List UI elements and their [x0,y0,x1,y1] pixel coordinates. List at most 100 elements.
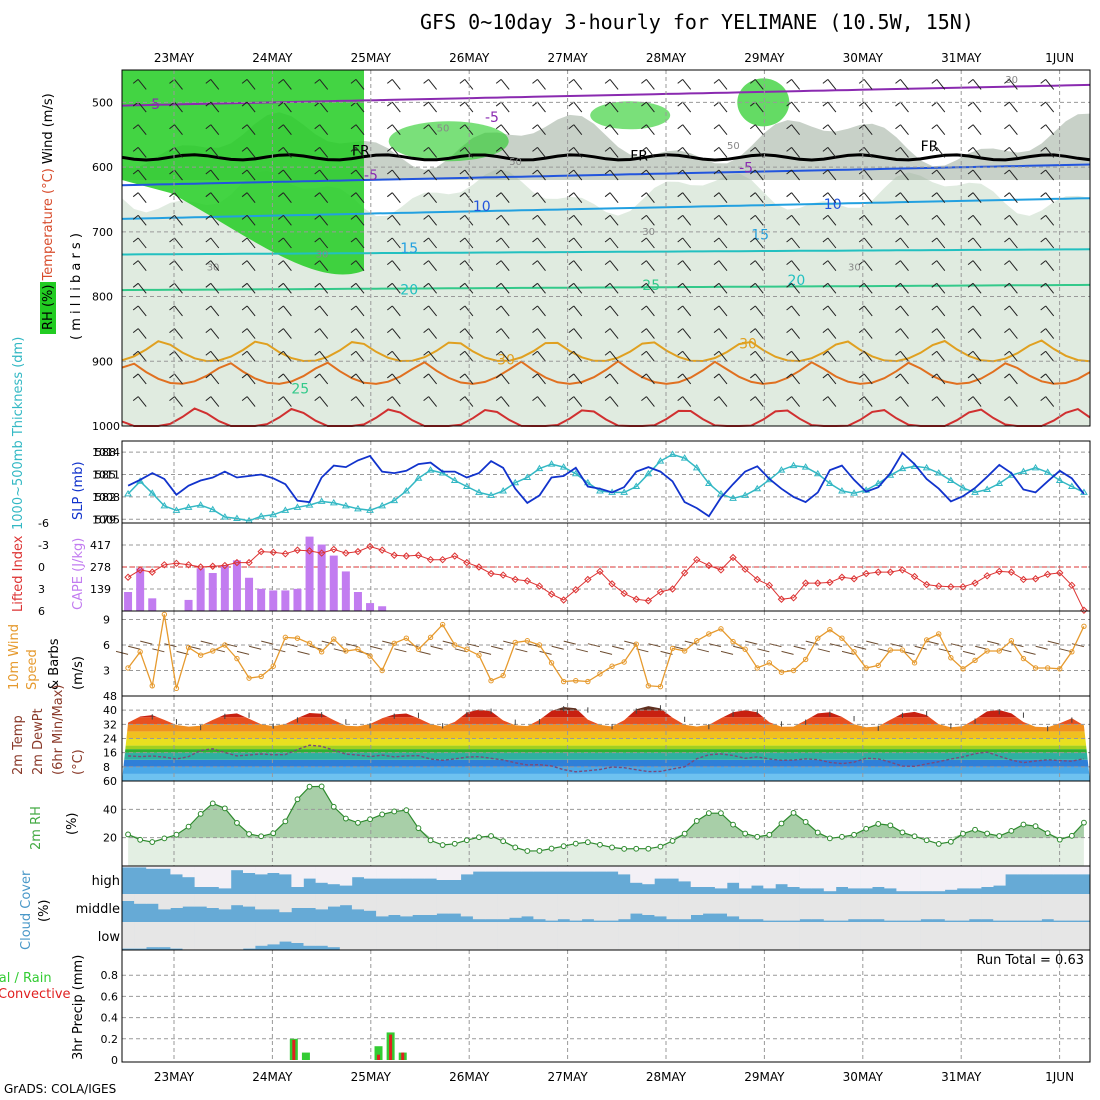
wind-barb-flag [278,373,284,379]
cloud-cell-high [339,866,353,886]
wind-barb-flag [278,282,284,288]
wind-barb-flag [931,237,938,243]
wind-barb [718,328,728,339]
rh2m-area [128,786,1084,866]
wind-barb-flag [278,396,284,401]
cloud-cell-high [872,866,885,887]
wind-barb-flag [713,169,720,175]
wind-barb [609,282,619,294]
wind10-point [548,660,555,666]
wind-barb-flag [895,328,901,334]
wind10-barb [140,640,153,645]
wind-barb-flag [1004,373,1010,379]
rh-green-blob [590,101,671,130]
wind-barb-flag [205,328,212,334]
cloud-cell-high [364,866,377,879]
wind-barb [391,350,401,362]
wind-barb [355,282,365,294]
cloud-cell-high [835,866,849,887]
precip-grid [122,950,1090,1062]
wind10-barb [648,643,661,648]
wind-barb [537,305,546,317]
wind10-point [270,663,276,669]
wind-barb [500,260,510,271]
wind-barb-flag [1004,79,1010,84]
wind-barb [319,328,329,339]
wind-barb [246,124,256,136]
wind-barb-flag [423,192,429,198]
wind-barb [682,147,692,158]
thickness-point [656,457,665,464]
wind10-ylabel: Speed [25,649,40,690]
wind-barb-flag [459,169,466,175]
wind-barb [573,169,583,181]
cloud-cell-high [763,866,776,889]
wind-barb-flag [677,328,684,334]
wind-barb [174,124,183,136]
wind-barb-flag [423,260,429,266]
wind-barb [900,169,909,181]
wind-barb-flag [132,305,139,311]
cloud-cell-high [981,866,994,887]
wind10-point [488,678,494,684]
wind-barb [500,79,510,90]
wind-barb-flag [822,146,829,152]
wind-barb [537,79,546,90]
precip-ylabel: 3hr Precip (mm) [71,955,86,1060]
wind10-barb [793,645,806,650]
wind-barb-flag [241,282,248,288]
thickness-point [850,489,858,496]
wind-barb-flag [967,373,974,379]
wind-barb [428,328,437,339]
thickness-tick-label: 588 [95,446,116,459]
wind-barb [682,328,692,339]
wind-barb-flag [314,260,321,266]
thickness-point [341,501,350,509]
lifted-index-point [402,552,411,560]
cloud-cell-high [1005,866,1018,875]
wind10-barb [612,645,625,650]
thickness-point [777,466,786,473]
wind-barb [174,79,183,90]
wind-barb-flag [749,146,756,152]
wind-barb [537,282,546,294]
wind-barb [791,328,800,339]
thickness-point [620,488,629,495]
cloud-cell-middle [581,894,595,920]
wind-barb-flag [967,79,974,84]
rh2m-point [500,838,507,845]
rh-green-shading [122,70,364,275]
wind-barb [682,282,692,294]
wind-barb-flag [169,305,175,311]
wind-barb-flag [1004,192,1010,198]
contour-label: 30 [316,250,329,261]
rh2m-point [972,826,978,833]
wind-barb [537,396,546,407]
cloud-cell-high [823,866,837,892]
wind10-point [222,642,228,648]
temp-ylabel: 2m Temp [11,715,26,775]
wind-barb-flag [495,214,502,220]
thickness-point [172,506,181,513]
wind-barb [646,396,655,407]
wind10-barb [370,645,383,650]
wind-barb [464,328,474,339]
wind-barb [900,373,909,385]
wind-barb-flag [314,373,321,379]
lifted-index-point [693,555,701,564]
cloud-cell-middle [872,894,885,920]
wind-barb-flag [386,214,393,220]
precip-tick-label: 0 [111,1054,118,1067]
wind-barb [573,79,583,90]
wind-barb-flag [641,169,647,175]
wind-barb-flag [1004,101,1010,107]
cloud-cell-middle [666,894,679,920]
wind10-point [1008,638,1015,644]
cloud-ylabel: Cloud Cover [19,870,34,950]
wind-barb-flag [749,305,756,311]
wind-barb [137,124,147,136]
wind-barb-flag [205,282,212,288]
wind-barb-flag [532,373,538,379]
wind-barb [319,79,329,90]
cloud-cell-high [848,866,861,889]
